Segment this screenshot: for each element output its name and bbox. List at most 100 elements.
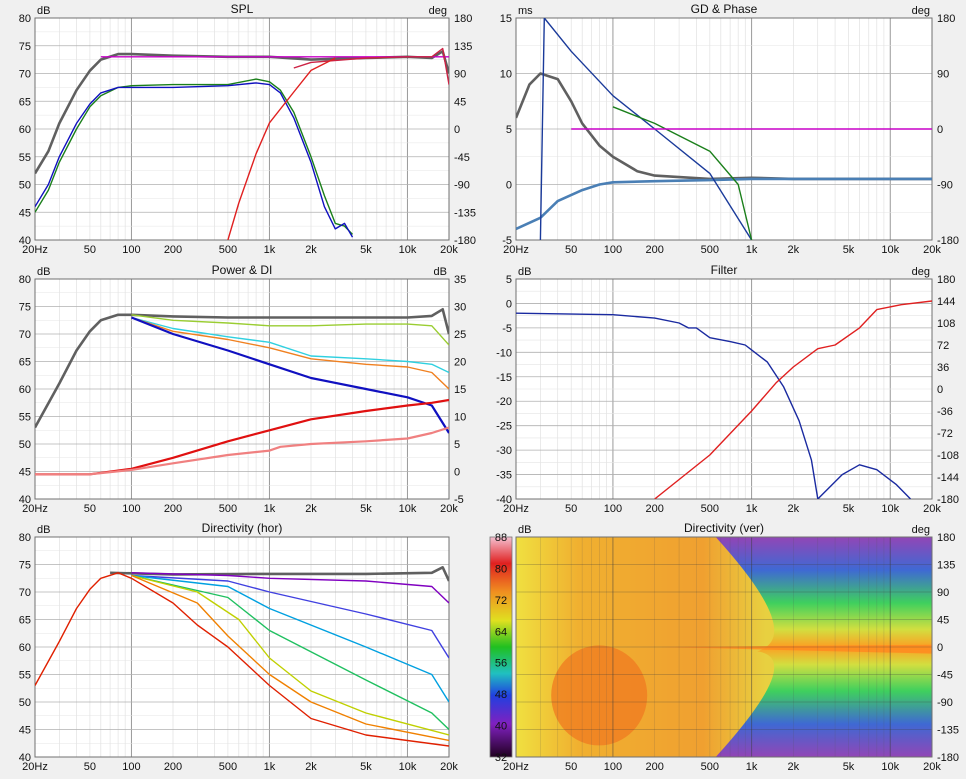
colorbar-tick-label: 72	[495, 595, 507, 607]
series-line-4	[612, 106, 753, 240]
x-tick-label: 2k	[305, 761, 317, 773]
series-line-3	[539, 18, 753, 240]
y-tick-label: 45	[19, 207, 31, 219]
y-unit-label: dB	[518, 524, 531, 536]
x-tick-label: 200	[164, 244, 182, 256]
x-tick-label: 20k	[923, 761, 941, 773]
x-tick-label: 20Hz	[503, 503, 529, 515]
plot-frame	[34, 536, 450, 758]
series-line-6	[227, 57, 336, 240]
y-tick-label: -30	[496, 445, 512, 457]
y2-tick-label: 180	[937, 274, 955, 286]
x-tick-label: 1k	[264, 244, 276, 256]
series-line-4	[35, 78, 354, 235]
x-tick-label: 20Hz	[503, 761, 529, 773]
y-tick-label: -25	[496, 421, 512, 433]
y2-tick-label: -90	[454, 180, 470, 192]
y-tick-label: 75	[19, 560, 31, 572]
y2-tick-label: -180	[937, 494, 959, 506]
series-line-2	[131, 572, 449, 604]
chart-title: SPL	[231, 2, 254, 16]
x-tick-label: 1k	[264, 761, 276, 773]
chart-title: Filter	[711, 263, 738, 277]
y2-tick-label: -144	[937, 472, 959, 484]
y-unit-label: dB	[518, 266, 531, 278]
y2-tick-label: 180	[937, 532, 955, 544]
colorbar-tick-label: 56	[495, 658, 507, 670]
y2-unit-label: dB	[434, 266, 447, 278]
x-tick-label: 5k	[843, 503, 855, 515]
x-tick-label: 2k	[788, 761, 800, 773]
y2-tick-label: 0	[937, 642, 943, 654]
x-tick-label: 2k	[305, 244, 317, 256]
x-tick-label: 100	[122, 761, 140, 773]
y2-tick-label: -36	[937, 406, 953, 418]
x-tick-label: 20Hz	[22, 244, 48, 256]
y2-unit-label: deg	[912, 266, 930, 278]
y2-tick-label: 20	[454, 357, 466, 369]
y-tick-label: 60	[19, 384, 31, 396]
series-line-2	[654, 300, 932, 499]
x-tick-label: 500	[219, 244, 237, 256]
y-tick-label: -15	[496, 372, 512, 384]
y2-tick-label: 180	[454, 13, 472, 25]
series-line-5	[35, 82, 354, 238]
series-line-6	[131, 574, 449, 736]
x-tick-label: 2k	[788, 244, 800, 256]
y2-tick-label: 30	[454, 302, 466, 314]
y-tick-label: 80	[19, 532, 31, 544]
y-tick-label: 45	[19, 467, 31, 479]
y-tick-label: 65	[19, 96, 31, 108]
x-tick-label: 10k	[881, 761, 899, 773]
x-tick-label: 1k	[746, 503, 758, 515]
x-tick-label: 200	[645, 503, 663, 515]
y-tick-label: -10	[496, 347, 512, 359]
y-tick-label: 60	[19, 642, 31, 654]
x-tick-label: 200	[645, 761, 663, 773]
x-tick-label: 20Hz	[503, 244, 529, 256]
x-tick-label: 2k	[788, 503, 800, 515]
x-tick-label: 20k	[440, 503, 458, 515]
heatmap-axis-band	[661, 644, 932, 654]
y-tick-label: 55	[19, 152, 31, 164]
series-group	[516, 300, 932, 499]
x-tick-label: 20Hz	[22, 761, 48, 773]
heatmap-peak	[551, 645, 648, 746]
x-tick-label: 200	[164, 503, 182, 515]
y-tick-label: 50	[19, 439, 31, 451]
series-line-2	[131, 314, 449, 346]
y2-tick-label: 35	[454, 274, 466, 286]
y-tick-label: 70	[19, 587, 31, 599]
series-group	[35, 47, 449, 240]
y2-tick-label: -135	[937, 725, 959, 737]
y-tick-label: 70	[19, 329, 31, 341]
y-tick-label: 0	[506, 298, 512, 310]
y2-tick-label: 10	[454, 412, 466, 424]
colorbar-tick-label: 48	[495, 689, 507, 701]
y2-tick-label: -108	[937, 450, 959, 462]
y-tick-label: 80	[19, 13, 31, 25]
y2-tick-label: 45	[454, 96, 466, 108]
y2-unit-label: deg	[429, 5, 447, 17]
chart-panel-5: Directivity (hor) dB 20Hz 50 100 200 500 1k 2k 5k…	[19, 521, 459, 773]
y2-tick-label: 180	[937, 13, 955, 25]
y-tick-label: 55	[19, 412, 31, 424]
y2-tick-label: -180	[454, 235, 476, 247]
y2-tick-label: -72	[937, 428, 953, 440]
y-tick-label: 0	[506, 180, 512, 192]
y-tick-label: 50	[19, 180, 31, 192]
y-tick-label: 75	[19, 302, 31, 314]
y-tick-label: 40	[19, 235, 31, 247]
y-tick-label: -20	[496, 396, 512, 408]
chart-title: Directivity (hor)	[202, 521, 283, 535]
x-tick-label: 50	[565, 761, 577, 773]
plot-frame	[34, 17, 450, 241]
y2-tick-label: 0	[937, 384, 943, 396]
x-tick-label: 500	[701, 244, 719, 256]
x-tick-label: 10k	[399, 244, 417, 256]
x-tick-label: 10k	[881, 244, 899, 256]
x-tick-label: 50	[84, 244, 96, 256]
